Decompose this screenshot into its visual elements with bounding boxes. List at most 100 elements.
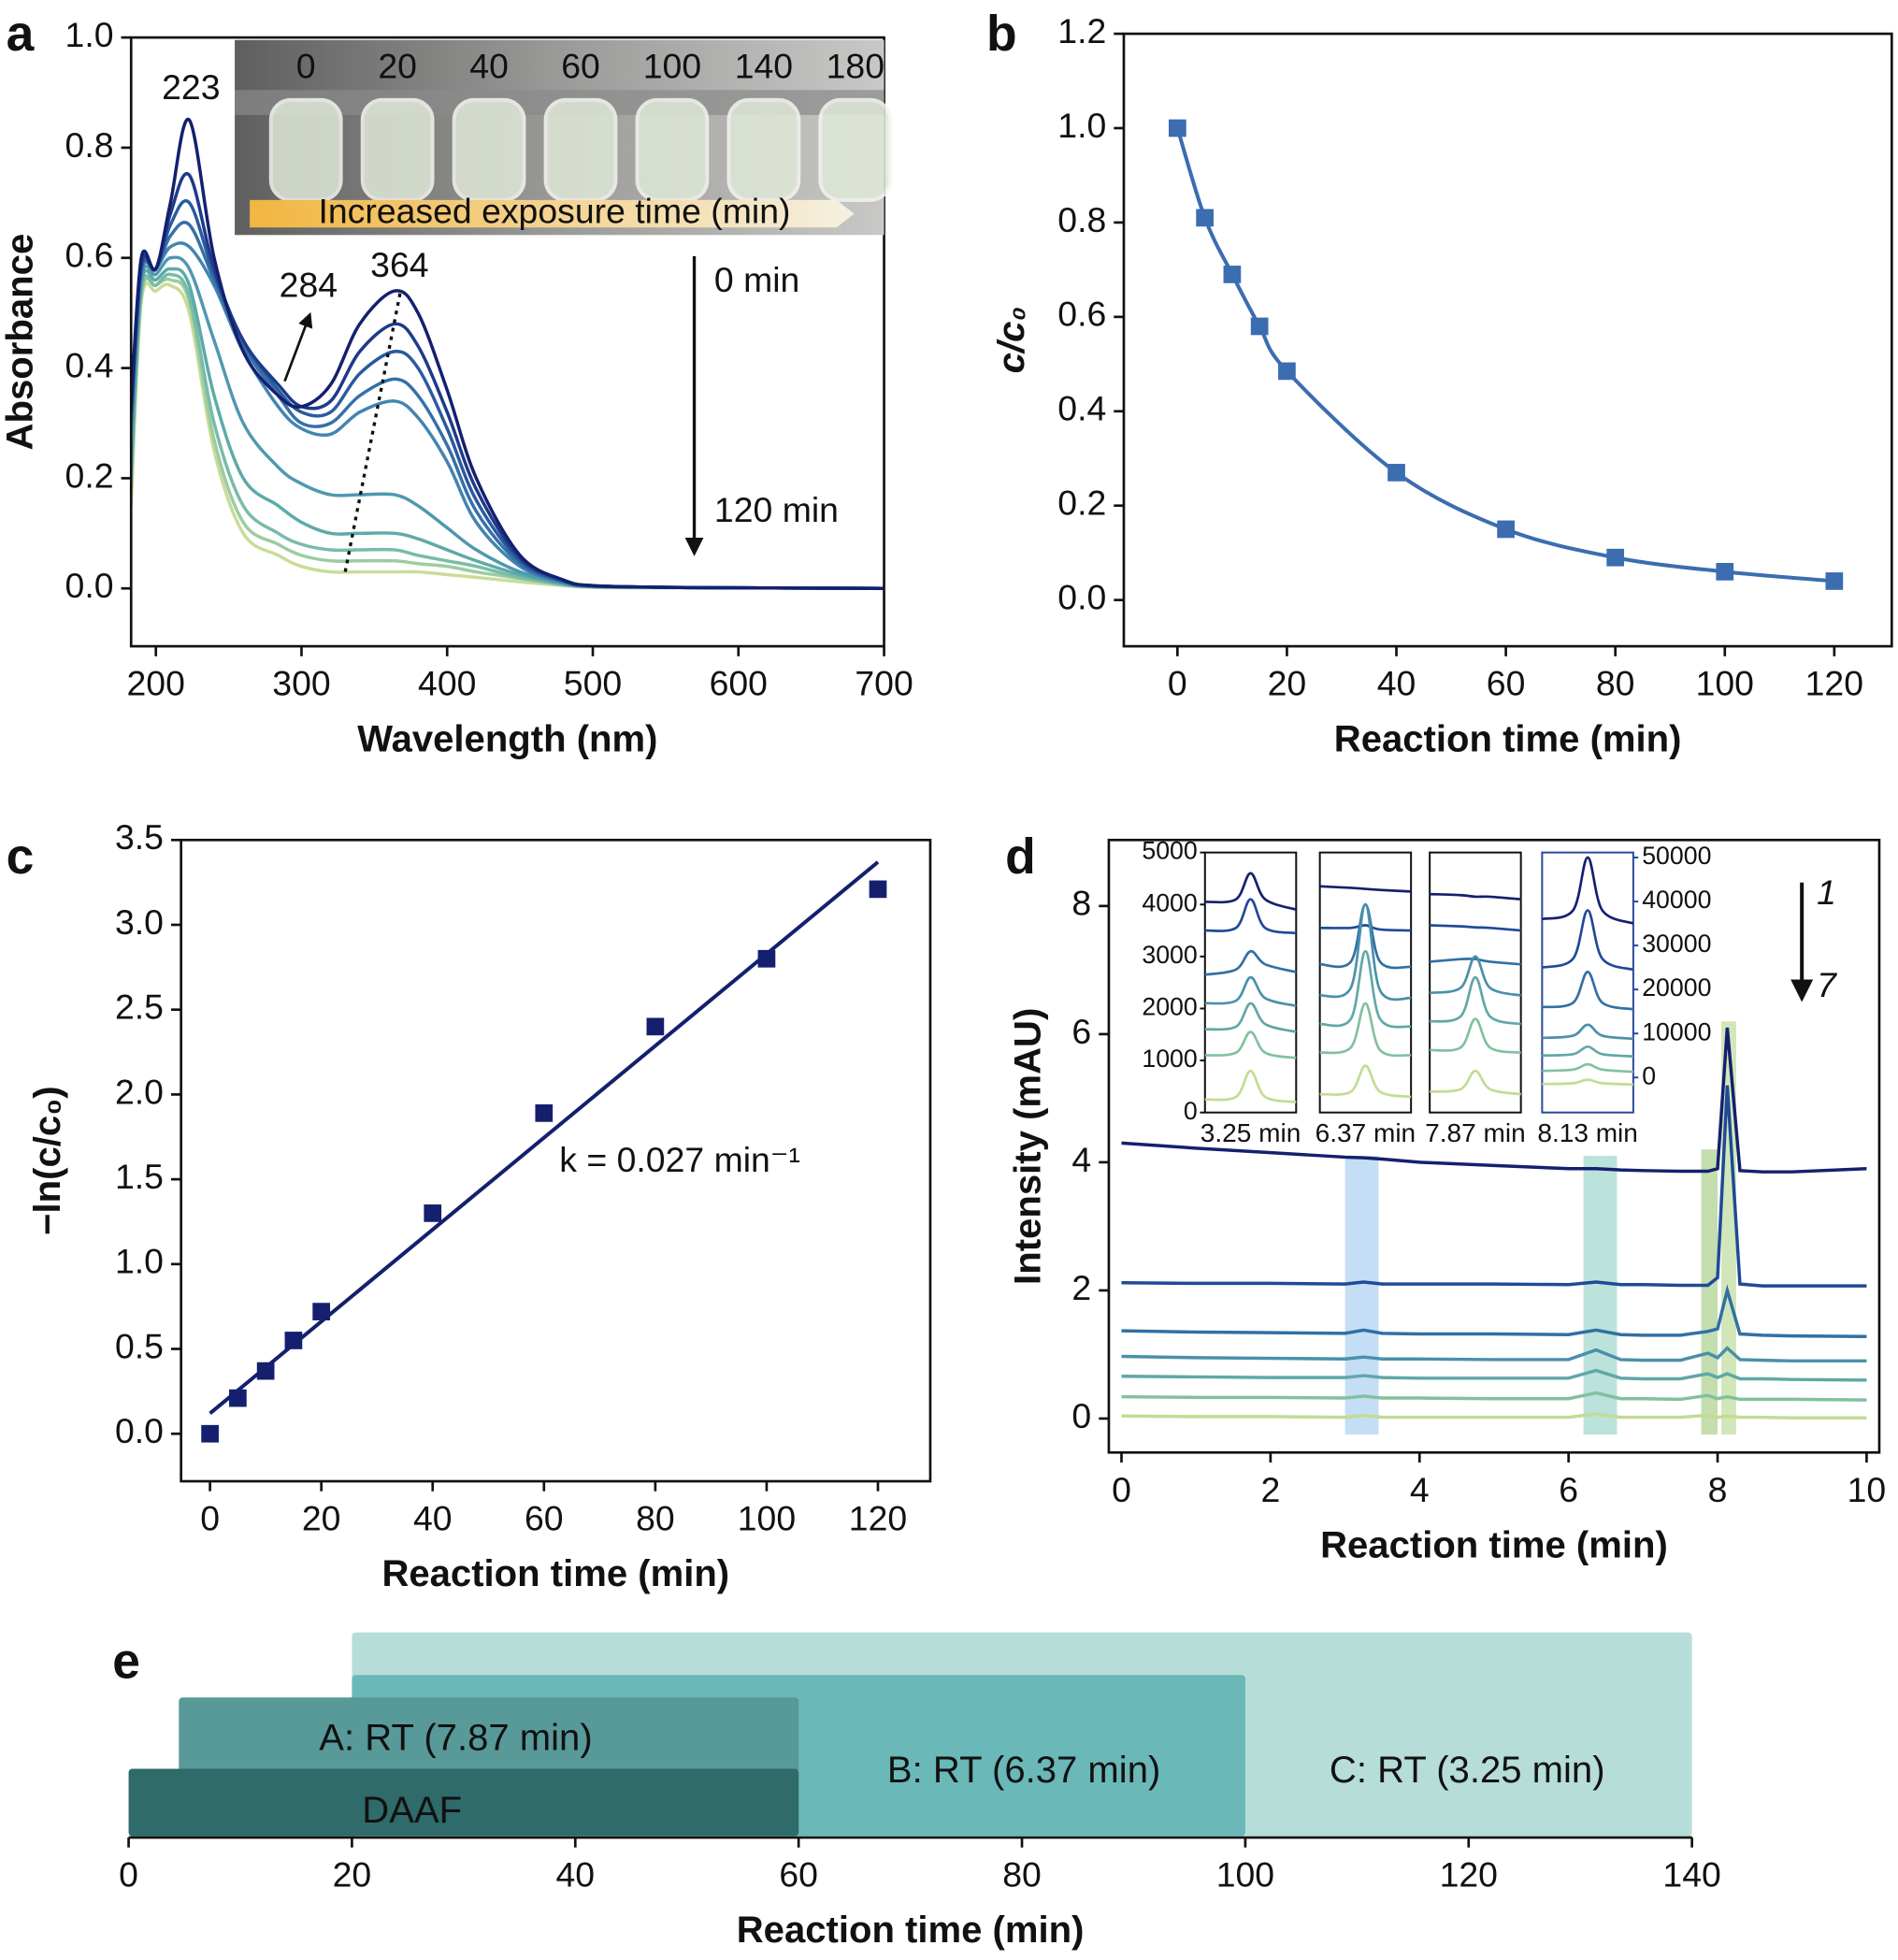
annotation: 1 (1817, 872, 1836, 912)
inset-line (1430, 892, 1521, 901)
tube (635, 97, 710, 202)
x-axis-title: Wavelength (nm) (357, 718, 657, 759)
inset-line (1542, 856, 1634, 925)
panel-label: b (986, 7, 1017, 62)
y-tick-label: 0.4 (1057, 389, 1106, 428)
inset-y-tick-label: 20000 (1642, 973, 1711, 1002)
marker (646, 1017, 665, 1036)
x-tick-label: 120 (849, 1499, 907, 1538)
marker (256, 1362, 275, 1380)
marker (757, 949, 776, 968)
x-axis-title: Reaction time (min) (1320, 1524, 1668, 1565)
inset-line (1204, 1002, 1297, 1033)
x-tick-label: 40 (1377, 664, 1416, 703)
inset-frame (1318, 851, 1413, 1114)
inset-line (1430, 957, 1521, 966)
y-axis-title: −ln(c/c₀) (27, 1086, 68, 1235)
inset-x-label: 6.37 min (1316, 1118, 1416, 1147)
y-tick-label: 0.6 (65, 236, 114, 275)
y-tick-label: 3.5 (115, 817, 164, 857)
axes-frame (1107, 838, 1881, 1454)
tube (268, 97, 343, 202)
inset-y-tick-label: 3000 (1142, 941, 1197, 969)
panel-label: a (7, 7, 36, 62)
x-tick-label: 60 (779, 1855, 818, 1895)
y-axis-title: Absorbance (0, 234, 41, 451)
x-tick-label: 8 (1708, 1470, 1728, 1509)
x-tick-label: 10 (1848, 1470, 1887, 1509)
data-line (1121, 1368, 1867, 1382)
annotation: k = 0.027 min⁻¹ (559, 1140, 800, 1179)
x-tick-label: 0 (119, 1855, 138, 1895)
inset-line (1319, 924, 1412, 932)
x-tick-label: 40 (413, 1499, 453, 1538)
inset-x-label: 7.87 min (1425, 1118, 1526, 1147)
annotation: 223 (162, 67, 220, 107)
x-tick-label: 60 (1487, 664, 1526, 703)
x-tick-label: 2 (1260, 1470, 1280, 1509)
inset-frame (1203, 851, 1298, 1114)
inset-line (1204, 1069, 1297, 1103)
bar-label: C: RT (3.25 min) (1330, 1750, 1605, 1791)
x-tick-label: 80 (1002, 1855, 1042, 1895)
inset-line (1319, 885, 1412, 893)
y-tick-label: 1.2 (1057, 11, 1106, 50)
y-tick-label: 3.0 (115, 902, 164, 942)
annotation: 364 (370, 245, 428, 284)
y-tick-label: 2.0 (115, 1072, 164, 1111)
inset-y-tick-label: 10000 (1642, 1017, 1711, 1045)
marker (1250, 317, 1269, 336)
tube (818, 97, 893, 202)
y-tick-label: 2 (1071, 1268, 1091, 1307)
y-tick-label: 0.6 (1057, 295, 1106, 334)
plot-area (208, 860, 880, 1416)
marker (424, 1204, 442, 1222)
inset-line (1204, 898, 1297, 935)
x-tick-label: 140 (1662, 1855, 1720, 1895)
bar-label: DAAF (362, 1790, 462, 1831)
panel-label: e (112, 1635, 140, 1690)
inset-y-tick-label: 40000 (1642, 886, 1711, 914)
inset-y-tick-label: 2000 (1142, 993, 1197, 1021)
marker (1196, 209, 1214, 227)
inset-line (1542, 909, 1634, 972)
data-line (1121, 1284, 1867, 1339)
data-line (131, 117, 884, 590)
inset-line (1319, 902, 1412, 1002)
inset-line (1542, 1078, 1633, 1087)
y-tick-label: 0.2 (1057, 483, 1106, 523)
tube-label: 20 (378, 46, 417, 85)
inset-line (1429, 955, 1521, 997)
inset-x-label: 8.13 min (1537, 1118, 1638, 1147)
inset-y-tick-label: 0 (1184, 1097, 1198, 1125)
x-tick-label: 20 (1268, 664, 1307, 703)
inset-line (1542, 970, 1634, 1011)
x-tick-label: 40 (556, 1855, 596, 1895)
inset-line (1430, 1017, 1521, 1055)
marker (535, 1104, 554, 1122)
x-tick-label: 4 (1410, 1470, 1430, 1509)
y-tick-label: 0.4 (65, 345, 114, 384)
annotation: 0 min (714, 260, 799, 299)
inset-line (1430, 1069, 1521, 1096)
tube (360, 97, 435, 202)
tube-label: 0 (296, 46, 316, 85)
y-tick-label: 0.0 (1057, 578, 1106, 617)
inset-y-tick-label: 50000 (1642, 842, 1711, 870)
inset-line (1430, 924, 1521, 932)
y-tick-label: 8 (1071, 884, 1091, 923)
x-tick-label: 0 (200, 1499, 220, 1538)
annotation: 7 (1817, 965, 1837, 1004)
x-tick-label: 300 (272, 664, 330, 703)
y-axis-title: c/c₀ (991, 307, 1032, 374)
data-line (1121, 1346, 1867, 1363)
inset-y-tick-label: 30000 (1642, 930, 1711, 958)
inset-line (1204, 975, 1297, 1008)
x-axis-title: Reaction time (min) (737, 1910, 1085, 1951)
tube-label: 140 (735, 46, 793, 85)
y-tick-label: 0.8 (1057, 200, 1106, 239)
inset-line (1429, 975, 1521, 1026)
x-tick-label: 20 (333, 1855, 372, 1895)
axes-frame (180, 838, 932, 1483)
